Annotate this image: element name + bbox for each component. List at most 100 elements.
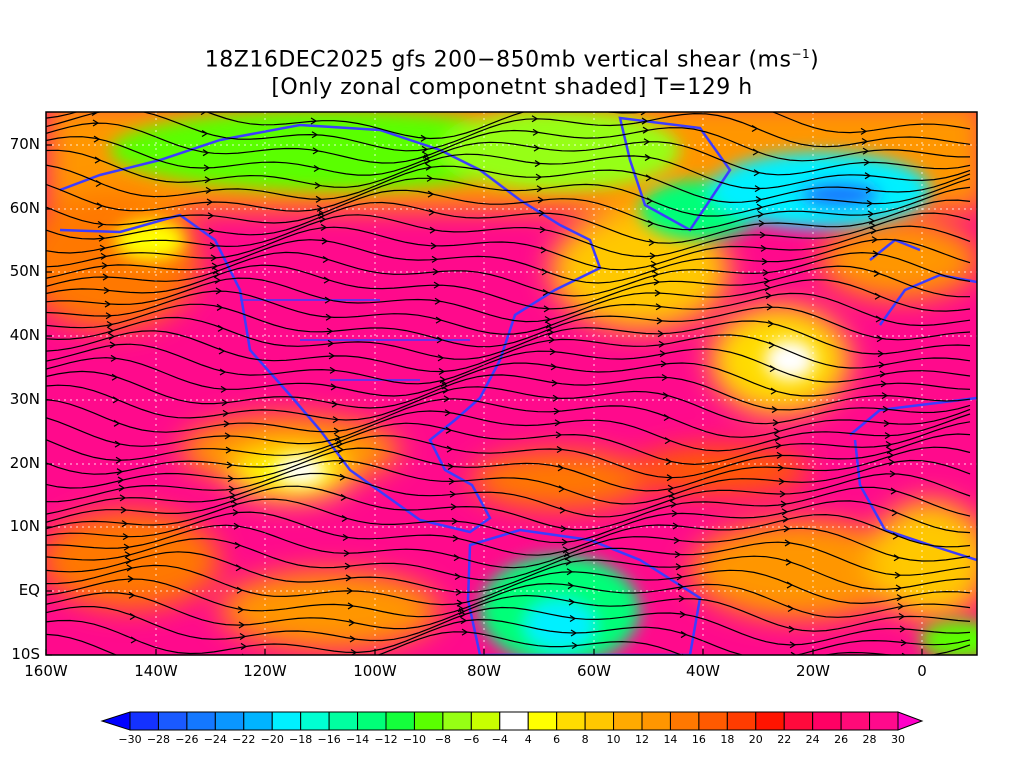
streamline-arrow-icon	[789, 641, 797, 649]
streamline-arrow-icon	[893, 554, 901, 562]
streamline-arrow-icon	[217, 324, 225, 332]
streamline-arrow-icon	[878, 361, 886, 369]
streamline	[46, 410, 971, 452]
colorbar	[100, 711, 924, 731]
streamline	[46, 421, 971, 466]
streamline-arrow-icon	[778, 477, 786, 485]
streamline-arrow-icon	[225, 446, 233, 454]
streamline-arrow-icon	[220, 385, 228, 393]
streamline-arrow-icon	[567, 582, 575, 590]
streamline-arrow-icon	[645, 174, 653, 182]
streamline-arrow-icon	[642, 126, 650, 134]
streamline-arrow-icon	[675, 563, 683, 571]
streamline-arrow-icon	[328, 352, 336, 360]
streamline-arrow-icon	[458, 607, 466, 615]
streamline	[46, 370, 971, 411]
streamline-arrow-icon	[209, 242, 217, 250]
colorbar-swatch	[470, 711, 501, 731]
streamline-arrow-icon	[548, 336, 556, 344]
streamline-arrow-icon	[239, 633, 247, 641]
streamline-arrow-icon	[786, 581, 794, 589]
streamline-arrow-icon	[237, 606, 245, 614]
streamlines	[46, 112, 971, 655]
streamline-arrow-icon	[533, 144, 541, 152]
streamline-arrow-icon	[771, 406, 779, 414]
streamline-arrow-icon	[203, 164, 211, 172]
streamline-arrow-icon	[757, 210, 765, 218]
streamline	[46, 578, 971, 618]
streamline-arrow-icon	[664, 437, 672, 445]
streamline-arrow-icon	[781, 508, 789, 516]
lat-label: 70N	[9, 135, 40, 153]
streamline-arrow-icon	[115, 456, 123, 464]
streamline-arrow-icon	[110, 354, 118, 362]
streamline-arrow-icon	[329, 366, 337, 374]
streamline-arrow-icon	[341, 514, 349, 522]
streamline-arrow-icon	[95, 179, 103, 187]
streamline-arrow-icon	[447, 463, 455, 471]
streamline-arrow-icon	[640, 112, 647, 116]
streamline-arrow-icon	[775, 441, 783, 449]
streamline-arrow-icon	[865, 186, 873, 194]
colorbar-label: 6	[553, 733, 561, 746]
streamline	[46, 433, 971, 479]
streamline-arrow-icon	[424, 157, 432, 165]
streamline-arrow-icon	[440, 380, 448, 388]
streamline-arrow-icon	[659, 350, 667, 358]
streamline	[46, 537, 971, 581]
streamline-arrow-icon	[219, 368, 227, 376]
lon-label: 20W	[796, 662, 830, 680]
streamline-arrow-icon	[208, 227, 216, 235]
streamline-arrow-icon	[94, 156, 102, 164]
streamline-arrow-icon	[200, 112, 207, 116]
streamline-arrow-icon	[234, 541, 242, 549]
streamline	[46, 498, 971, 544]
streamline-arrow-icon	[676, 573, 684, 581]
streamline-arrow-icon	[222, 409, 230, 417]
colorbar-swatch	[669, 711, 700, 731]
streamline-arrow-icon	[344, 562, 352, 570]
streamline-arrow-icon	[545, 321, 553, 329]
streamline-arrow-icon	[224, 432, 232, 440]
streamline-arrow-icon	[343, 549, 351, 557]
streamline-arrow-icon	[317, 209, 325, 217]
streamline	[46, 290, 971, 335]
streamline-arrow-icon	[118, 484, 126, 492]
streamline-arrow-icon	[454, 572, 462, 580]
streamline-arrow-icon	[457, 605, 465, 613]
streamline-arrow-icon	[767, 320, 775, 328]
streamline-arrow-icon	[119, 494, 127, 502]
colorbar-low-arrow	[100, 711, 131, 731]
streamline-arrow-icon	[753, 169, 761, 177]
streamline-arrow-icon	[901, 652, 907, 655]
streamline-arrow-icon	[674, 551, 682, 559]
streamline-arrow-icon	[754, 185, 762, 193]
colorbar-swatch	[613, 711, 643, 731]
streamline	[46, 177, 971, 217]
colorbar-swatch	[186, 711, 216, 731]
streamline-arrow-icon	[437, 354, 445, 362]
streamline	[46, 277, 971, 323]
streamline	[46, 446, 971, 492]
colorbar-swatch	[357, 711, 387, 731]
streamline-arrow-icon	[213, 271, 221, 279]
colorbar-label: −22	[232, 733, 256, 746]
streamline-arrow-icon	[541, 268, 549, 276]
lat-label: 40N	[9, 326, 40, 344]
streamline-arrow-icon	[210, 254, 218, 262]
streamline-arrow-icon	[874, 292, 882, 300]
streamline-arrow-icon	[644, 154, 652, 162]
streamline-arrow-icon	[325, 313, 333, 321]
streamline-arrow-icon	[889, 470, 897, 478]
streamline-arrow-icon	[672, 522, 680, 530]
streamline	[46, 186, 971, 231]
streamline-arrow-icon	[665, 458, 673, 466]
streamline-arrow-icon	[761, 258, 769, 266]
streamline-arrow-icon	[530, 112, 533, 113]
streamline-arrow-icon	[207, 212, 215, 220]
streamline-arrow-icon	[646, 197, 654, 205]
streamline-arrow-icon	[445, 426, 453, 434]
streamline	[46, 264, 970, 310]
streamline-arrow-icon	[896, 594, 904, 602]
